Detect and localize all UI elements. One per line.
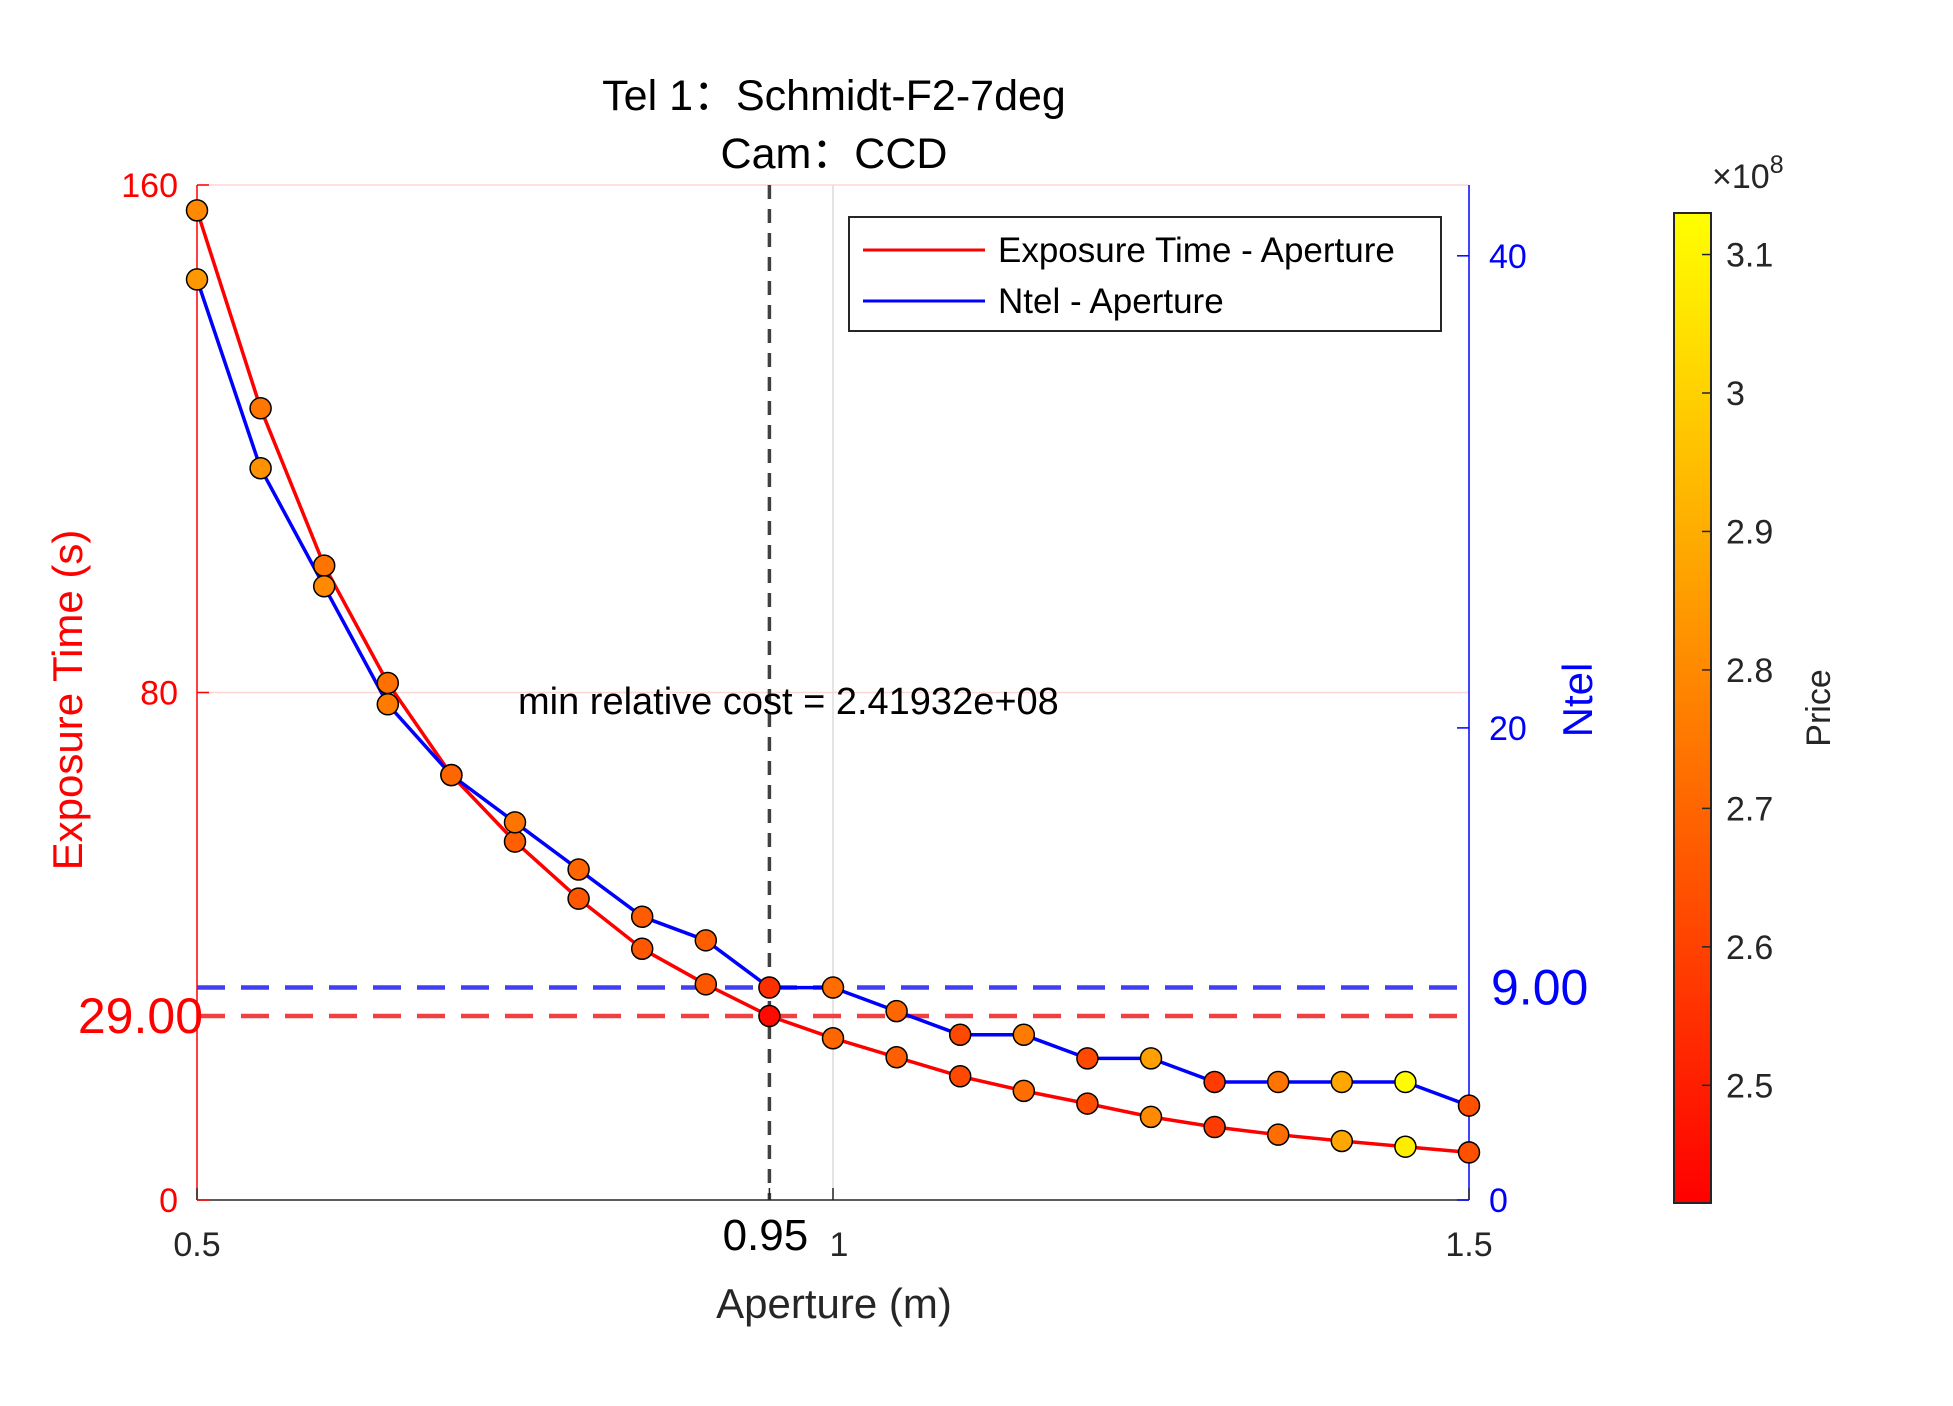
- ntel-point-0: [185, 268, 209, 291]
- min-cost-annotation: min relative cost = 2.41932e+08: [518, 681, 1059, 723]
- x-axis-label: Aperture (m): [716, 1280, 952, 1327]
- ntel-point-16: [1203, 1070, 1226, 1094]
- ntel-point-6: [567, 858, 590, 881]
- ntel-point-3: [376, 693, 400, 716]
- colorbar-tick-label-2: 2.7: [1726, 790, 1773, 828]
- colorbar-tick-label-1: 2.6: [1726, 929, 1773, 967]
- colorbar-tick-label-3: 2.8: [1726, 652, 1773, 690]
- exposure-point-18: [1330, 1129, 1354, 1153]
- x-tick-label-0: 0.5: [173, 1226, 220, 1264]
- ntel-point-20: [1457, 1094, 1481, 1117]
- y-left-tick-label-0: 0: [159, 1182, 178, 1220]
- x-tick-label-3: 1.5: [1445, 1226, 1492, 1264]
- exposure-point-11: [885, 1046, 908, 1069]
- ntel-point-4: [440, 763, 463, 787]
- legend: Exposure Time - Aperture Ntel - Aperture: [848, 216, 1442, 332]
- colorbar-exponent: ×108: [1712, 151, 1784, 196]
- exposure-point-15: [1139, 1105, 1163, 1129]
- exposure-point-6: [567, 887, 590, 910]
- colorbar-tick-label-0: 2.5: [1726, 1067, 1773, 1105]
- colorbar-exponent-base: ×10: [1712, 158, 1770, 196]
- y-right-tick-label-0: 0: [1489, 1182, 1508, 1220]
- exposure-point-14: [1076, 1092, 1099, 1115]
- y-right-tick-label-1: 20: [1489, 710, 1527, 748]
- series-markers: [185, 199, 1481, 1164]
- exposure-point-7: [630, 937, 654, 961]
- x-tick-label-1: 0.95: [723, 1211, 809, 1260]
- colorbar-tick-label-6: 3.1: [1726, 237, 1773, 275]
- exposure-point-12: [948, 1065, 972, 1088]
- ntel-point-9: [758, 976, 781, 999]
- exposure-point-0: [185, 199, 209, 222]
- ntel-point-14: [1076, 1047, 1099, 1070]
- ntel-point-1: [249, 457, 272, 480]
- ntel-point-11: [885, 999, 908, 1023]
- min-ntel-tick-label: 9.00: [1491, 960, 1588, 1016]
- exposure-point-2: [312, 554, 336, 577]
- axes: 0.5 0.95 1 1.5 0 80 160 29.00 0 20 40 9.00: [78, 167, 1588, 1264]
- x-tick-label-2: 1: [830, 1226, 849, 1264]
- exposure-point-20: [1457, 1141, 1481, 1164]
- ntel-point-10: [821, 976, 845, 999]
- min-exposure-tick-label: 29.00: [78, 988, 203, 1044]
- colorbar-gradient: [1673, 212, 1712, 1204]
- exposure-point-10: [821, 1026, 845, 1050]
- legend-label-exposure: Exposure Time - Aperture: [998, 231, 1395, 270]
- legend-label-ntel: Ntel - Aperture: [998, 282, 1224, 321]
- chart-title-line-2: Cam：CCD: [721, 130, 948, 178]
- ntel-point-7: [630, 905, 654, 928]
- exposure-point-8: [694, 973, 718, 996]
- ntel-point-2: [312, 575, 336, 598]
- ntel-point-18: [1330, 1070, 1354, 1094]
- colorbar-tick-label-4: 2.9: [1726, 513, 1773, 551]
- legend-box: [848, 216, 1442, 332]
- y-left-tick-label-2: 160: [121, 167, 178, 205]
- exposure-point-16: [1203, 1115, 1226, 1139]
- exposure-point-9: [758, 1004, 781, 1028]
- colorbar-exponent-power: 8: [1770, 151, 1784, 179]
- colorbar-tick-label-5: 3: [1726, 375, 1745, 413]
- y-right-tick-label-2: 40: [1489, 238, 1527, 276]
- ntel-point-12: [948, 1023, 972, 1047]
- ntel-point-17: [1266, 1070, 1290, 1094]
- exposure-point-3: [376, 671, 400, 695]
- exposure-point-1: [249, 397, 272, 420]
- colorbar: Price ×108 2.5 2.6 2.7 2.8 2.9 3 3.1: [1673, 151, 1838, 1204]
- ntel-point-8: [694, 929, 718, 952]
- exposure-point-5: [503, 830, 527, 853]
- ntel-point-19: [1394, 1070, 1417, 1094]
- exposure-point-13: [1012, 1079, 1036, 1103]
- ntel-point-5: [503, 811, 527, 834]
- ntel-point-13: [1012, 1023, 1036, 1047]
- ntel-point-15: [1139, 1047, 1163, 1070]
- colorbar-label: Price: [1800, 669, 1838, 746]
- exposure-point-17: [1266, 1123, 1290, 1146]
- chart-title-line-1: Tel 1：Schmidt-F2-7deg: [602, 72, 1066, 120]
- y-left-tick-label-1: 80: [140, 675, 178, 713]
- y-right-axis-label: Ntel: [1554, 663, 1601, 738]
- exposure-point-19: [1394, 1135, 1417, 1158]
- y-left-axis-label: Exposure Time (s): [44, 530, 91, 871]
